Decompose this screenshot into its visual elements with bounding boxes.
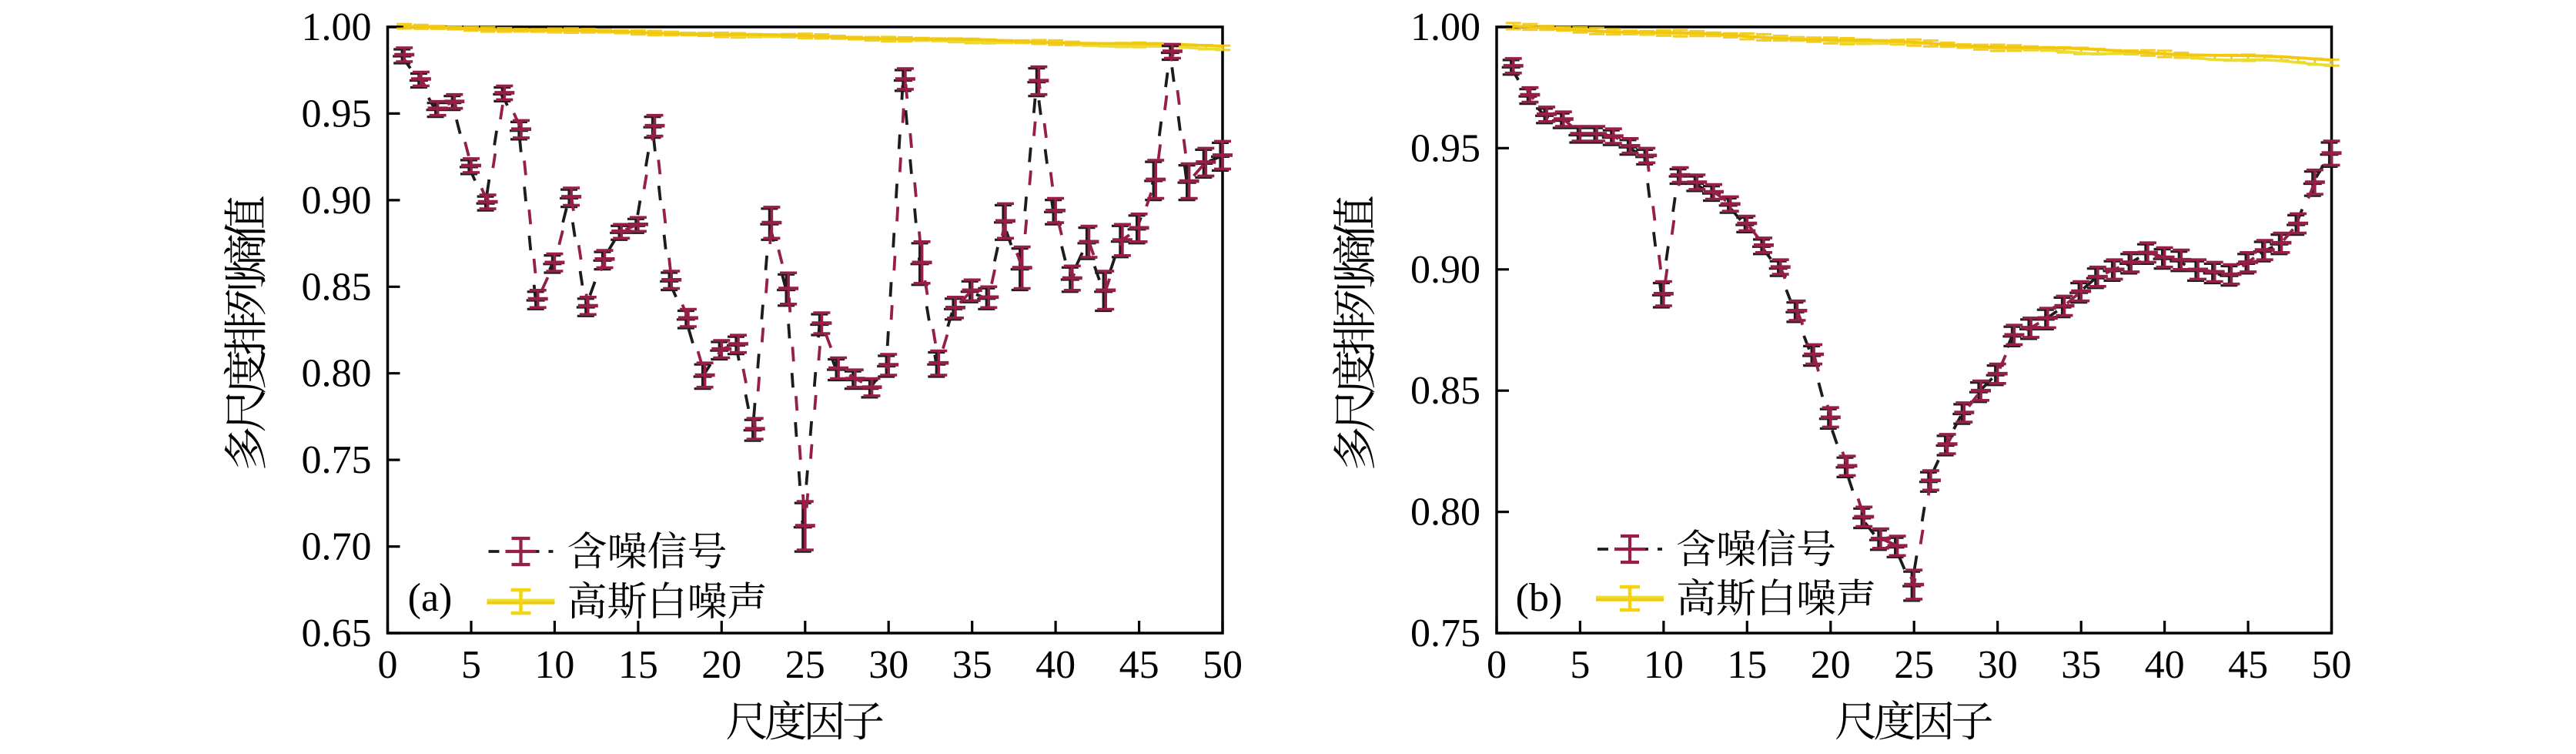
svg-text:0.65: 0.65 [302,612,372,655]
svg-text:45: 45 [1119,643,1159,687]
svg-text:25: 25 [785,643,825,687]
svg-text:35: 35 [952,643,992,687]
svg-text:5: 5 [1570,643,1590,687]
svg-text:0.95: 0.95 [302,92,372,136]
svg-text:0.80: 0.80 [302,352,372,396]
svg-text:35: 35 [2061,643,2101,687]
svg-text:(b): (b) [1516,576,1563,620]
svg-text:0.95: 0.95 [1410,126,1480,170]
svg-text:25: 25 [1894,643,1934,687]
svg-text:0.75: 0.75 [302,438,372,482]
svg-text:0.85: 0.85 [1410,369,1480,413]
svg-text:5: 5 [461,643,481,687]
svg-text:20: 20 [1811,643,1851,687]
svg-text:0.70: 0.70 [302,525,372,569]
svg-text:40: 40 [2145,643,2185,687]
svg-text:10: 10 [1644,643,1684,687]
svg-text:30: 30 [868,643,908,687]
svg-text:45: 45 [2228,643,2268,687]
svg-text:0: 0 [1487,643,1507,687]
svg-text:0.90: 0.90 [1410,248,1480,292]
svg-text:1.00: 1.00 [1410,5,1480,49]
svg-text:15: 15 [1727,643,1767,687]
svg-text:10: 10 [534,643,574,687]
svg-text:(a): (a) [408,576,453,620]
svg-text:15: 15 [618,643,658,687]
svg-text:40: 40 [1035,643,1076,687]
svg-text:0.80: 0.80 [1410,491,1480,535]
svg-text:0: 0 [378,643,398,687]
svg-text:1.00: 1.00 [302,5,372,49]
svg-text:30: 30 [1978,643,2018,687]
svg-text:50: 50 [1203,643,1243,687]
svg-text:20: 20 [701,643,741,687]
svg-text:0.85: 0.85 [302,265,372,309]
svg-text:50: 50 [2312,643,2352,687]
svg-text:0.90: 0.90 [302,179,372,223]
svg-text:0.75: 0.75 [1410,612,1480,655]
